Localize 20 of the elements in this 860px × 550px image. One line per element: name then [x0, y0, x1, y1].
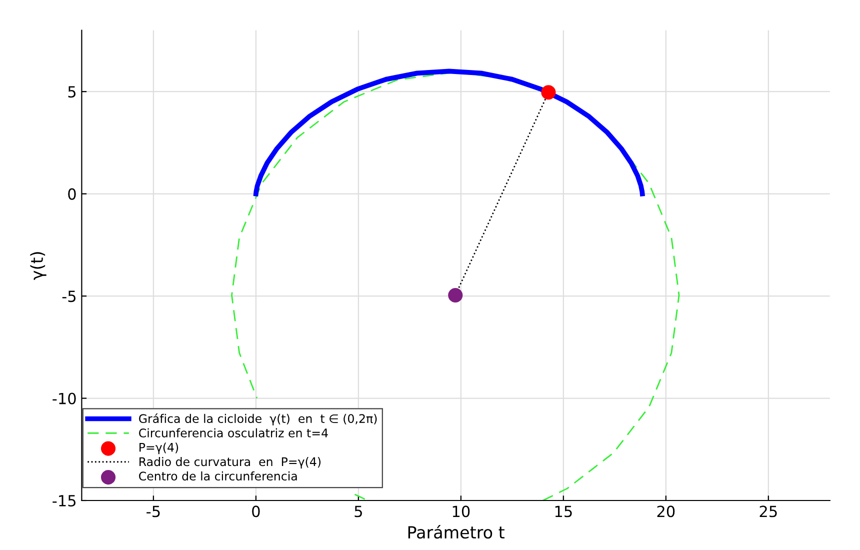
- legend-label: P=γ(4): [140, 442, 178, 454]
- legend-label: Radio de curvatura en P=γ(4): [140, 457, 321, 468]
- y-tick-label: -15: [52, 495, 76, 507]
- x-tick-label: 15: [555, 506, 572, 518]
- y-tick-label: 5: [68, 86, 76, 98]
- x-tick-label: 10: [452, 506, 470, 518]
- legend-label: Gráfica de la cicloide γ(t) en t ∈ (0,2π): [139, 413, 377, 426]
- x-tick-label: 5: [354, 506, 362, 518]
- legend-label: Circunferencia osculatriz en t=4: [139, 428, 328, 438]
- y-axis-title: γ(t): [30, 252, 46, 280]
- x-axis-title: Parámetro t: [408, 525, 504, 539]
- x-tick-label: 20: [657, 506, 675, 518]
- x-tick-label: 25: [760, 506, 777, 518]
- y-tick-label: 0: [68, 188, 76, 200]
- y-tick-label: -5: [62, 290, 76, 302]
- legend-label: Centro de la circunferencia: [139, 471, 297, 481]
- line-series: [254, 68, 645, 196]
- x-tick-label: -5: [146, 506, 160, 518]
- y-tick-label: -10: [52, 392, 76, 404]
- x-tick-label: 0: [252, 506, 260, 518]
